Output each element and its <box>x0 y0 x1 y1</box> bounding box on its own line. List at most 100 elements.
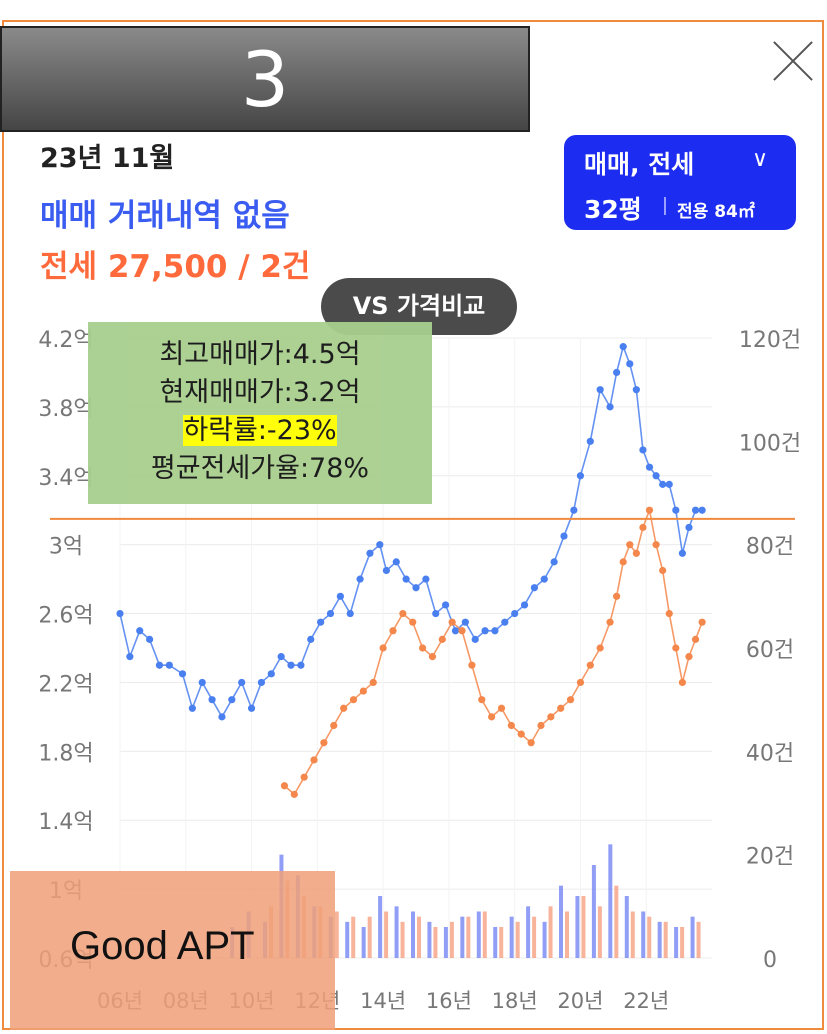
rent-volume-bar <box>417 916 421 958</box>
sale-price-point <box>451 627 460 635</box>
sale-volume-bar <box>476 911 481 958</box>
sale-price-point <box>208 696 216 704</box>
sale-price-point <box>392 558 400 566</box>
rent-price-point <box>557 704 565 712</box>
rent-volume-bar <box>449 921 454 958</box>
rent-price-point <box>379 644 387 652</box>
sale-price-point <box>238 678 246 687</box>
sale-price-point <box>356 575 364 583</box>
x-tick-label: 14년 <box>360 989 406 1013</box>
sale-price-point <box>471 635 479 643</box>
sale-price-point <box>442 601 450 609</box>
rent-price-point <box>632 549 640 557</box>
sale-price-point <box>126 653 134 661</box>
x-tick-label: 20년 <box>557 989 603 1013</box>
type-size-selector[interactable]: 매매, 전세 ∨ 32평 전용 84㎡ <box>564 135 796 230</box>
rent-price-point <box>418 644 427 652</box>
rent-price-point <box>310 756 318 764</box>
sale-price-point <box>570 506 578 514</box>
drop-rate: 하락률:-23% <box>183 415 337 446</box>
rent-price-point <box>652 541 660 549</box>
sale-status: 매매 거래내역 없음 <box>40 198 290 234</box>
sale-volume-bar <box>361 927 366 958</box>
sale-price-point <box>402 575 410 583</box>
rent-price-point <box>320 739 328 747</box>
sale-price-point <box>540 575 548 583</box>
sale-volume-bar <box>674 927 679 958</box>
y-right-tick-label: 60건 <box>746 638 794 663</box>
rent-price-point <box>619 558 627 566</box>
current-price: 현재매매가:3.2억 <box>159 377 361 408</box>
rent-price-point <box>488 713 496 721</box>
sale-price-point <box>491 627 499 635</box>
rent-volume-bar <box>351 916 356 958</box>
rent-volume-bar <box>597 906 602 958</box>
sale-price-point <box>346 609 354 618</box>
rent-price-point <box>606 618 614 626</box>
rent-price-point <box>478 696 486 704</box>
sale-volume-bar <box>411 911 415 958</box>
rent-price-point <box>389 627 397 635</box>
sale-volume-bar <box>460 916 465 958</box>
rent-volume-bar <box>581 896 586 958</box>
rent-volume-bar <box>647 916 652 958</box>
sale-price-point <box>606 403 614 411</box>
sale-price-point <box>639 446 647 454</box>
sale-price-point <box>461 618 469 626</box>
sale-price-point <box>501 618 509 626</box>
sale-volume-bar <box>378 896 383 958</box>
rent-price-point <box>468 661 476 669</box>
rent-price-point <box>458 627 466 635</box>
sale-price-point <box>520 601 529 609</box>
sale-price-point <box>530 584 539 592</box>
sale-price-point <box>297 661 305 669</box>
sale-price-point <box>481 627 489 635</box>
rent-price-point <box>290 790 298 798</box>
rent-price-point <box>369 678 377 687</box>
sale-price-point <box>412 584 420 592</box>
stats-box: 최고매매가:4.5억 현재매매가:3.2억 하락률:-23% 평균전세가율:78… <box>88 322 432 504</box>
sale-price-point <box>267 670 275 678</box>
rent-price-point <box>659 566 667 575</box>
rent-volume-bar <box>515 921 520 958</box>
y-left-tick-label: 2.2억 <box>38 672 93 697</box>
y-right-tick-label: 40건 <box>746 741 794 766</box>
y-left-tick-label: 3.4억 <box>38 466 93 491</box>
size-label: 32평 <box>584 195 642 224</box>
chevron-down-icon: ∨ <box>752 147 769 172</box>
sale-price-point <box>336 592 344 600</box>
x-tick-label: 18년 <box>492 989 538 1013</box>
rent-price-point <box>626 541 634 549</box>
rent-price-point <box>639 523 647 532</box>
sale-price-point <box>576 472 585 480</box>
sale-price-point <box>626 360 634 368</box>
sale-price-point <box>550 558 558 566</box>
sale-price-point <box>317 618 325 626</box>
rent-price-point <box>300 773 308 781</box>
rent-price-point <box>566 696 575 704</box>
rent-price-point <box>537 721 545 730</box>
sale-price-point <box>116 609 124 618</box>
trade-type-label: 매매, 전세 <box>584 150 695 179</box>
sale-price-point <box>691 506 700 514</box>
rent-volume-bar <box>400 921 405 958</box>
rent-price-point <box>448 618 456 626</box>
rent-price-point <box>576 678 585 687</box>
sale-price-point <box>659 480 667 488</box>
y-right-tick-label: 100건 <box>739 431 801 456</box>
rent-price-point <box>685 653 693 661</box>
rent-volume-bar <box>630 911 635 958</box>
rent-price-point <box>517 730 525 738</box>
rent-price-point <box>678 678 687 687</box>
rent-price-point <box>399 609 407 618</box>
rent-price-point <box>596 644 604 652</box>
avg-rent-ratio: 평균전세가율:78% <box>150 453 370 484</box>
sale-volume-bar <box>657 921 662 958</box>
sale-volume-bar <box>509 916 514 958</box>
rent-price-point <box>665 609 673 618</box>
y-left-tick-label: 1.4억 <box>38 810 93 835</box>
sale-volume-bar <box>493 927 498 958</box>
rent-price-point <box>497 704 506 712</box>
y-right-tick-label: 120건 <box>739 328 801 353</box>
sale-volume-bar <box>542 921 547 958</box>
